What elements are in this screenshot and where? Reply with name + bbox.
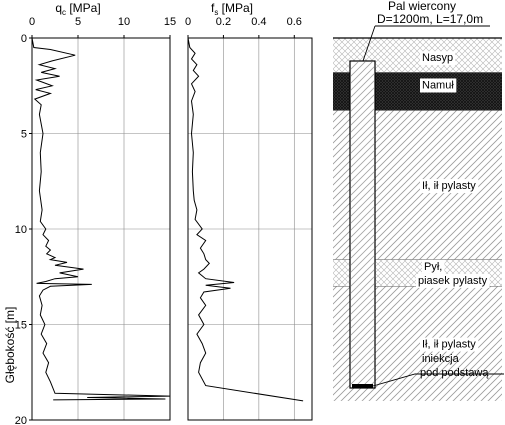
grout-label-line2: pod podstawą (420, 367, 489, 379)
depth-tick-label: 20 (15, 415, 27, 425)
fs-panel: fs [MPa] 0 0.2 0.4 0.6 (185, 1, 313, 421)
soil-layer-label: Namuł (422, 79, 454, 91)
label-backdrop (420, 179, 479, 194)
fs-tick-label: 0.6 (287, 16, 302, 28)
soil-profile: Nasyp Namuł Ił, ił pylasty Pył, piasek pylas… (333, 0, 504, 401)
label-backdrop (420, 51, 456, 66)
fs-tick-label: 0 (185, 16, 191, 28)
pile-title-line1: Pal wiercony (388, 0, 456, 13)
qc-tick-label: 15 (164, 16, 176, 28)
soil-layer-label-line1: Pył, (424, 261, 442, 273)
depth-axis-label: Głębokość [m] (3, 307, 17, 384)
qc-series-line (31, 37, 171, 401)
soil-layer-label: Nasyp (422, 52, 453, 64)
fs-series-line (187, 37, 304, 402)
pile-shaft-hatch (351, 62, 374, 387)
qc-tick-label: 10 (118, 16, 130, 28)
qc-axis-title: qc [MPa] (55, 1, 100, 17)
label-backdrop (416, 273, 490, 288)
depth-tick-label: 10 (15, 224, 27, 236)
soil-layer-label: Ił, ił pylasty (422, 180, 476, 192)
label-backdrop (422, 259, 445, 274)
soil-layer-label: Ił, ił pylasty (422, 339, 476, 351)
fs-axis-title: fs [MPa] (211, 1, 253, 17)
depth-tick-label: 5 (21, 129, 27, 141)
label-backdrop (420, 337, 479, 352)
depth-tick-label: 15 (15, 320, 27, 332)
grout-leader (372, 373, 504, 387)
pile-base-grout (352, 384, 373, 388)
qc-tick-label: 5 (75, 16, 81, 28)
pile-title-leader (362, 25, 376, 62)
qc-tick-label: 0 (29, 16, 35, 28)
grout-label-line1: iniekcja (422, 353, 460, 365)
soil-layer-label-line2: piasek pylasty (418, 275, 488, 287)
qc-panel: qc [MPa] 0 5 10 15 (29, 1, 176, 421)
fs-tick-label: 0.4 (251, 16, 266, 28)
label-backdrop (420, 78, 457, 93)
fs-plot-frame (187, 37, 313, 421)
pile-title-line2: D=1200m, L=17,0m (377, 12, 483, 26)
depth-tick-label: 0 (21, 33, 27, 45)
depth-axis: 0 5 10 15 20 Głębokość [m] (3, 33, 32, 425)
fs-tick-label: 0.2 (216, 16, 231, 28)
